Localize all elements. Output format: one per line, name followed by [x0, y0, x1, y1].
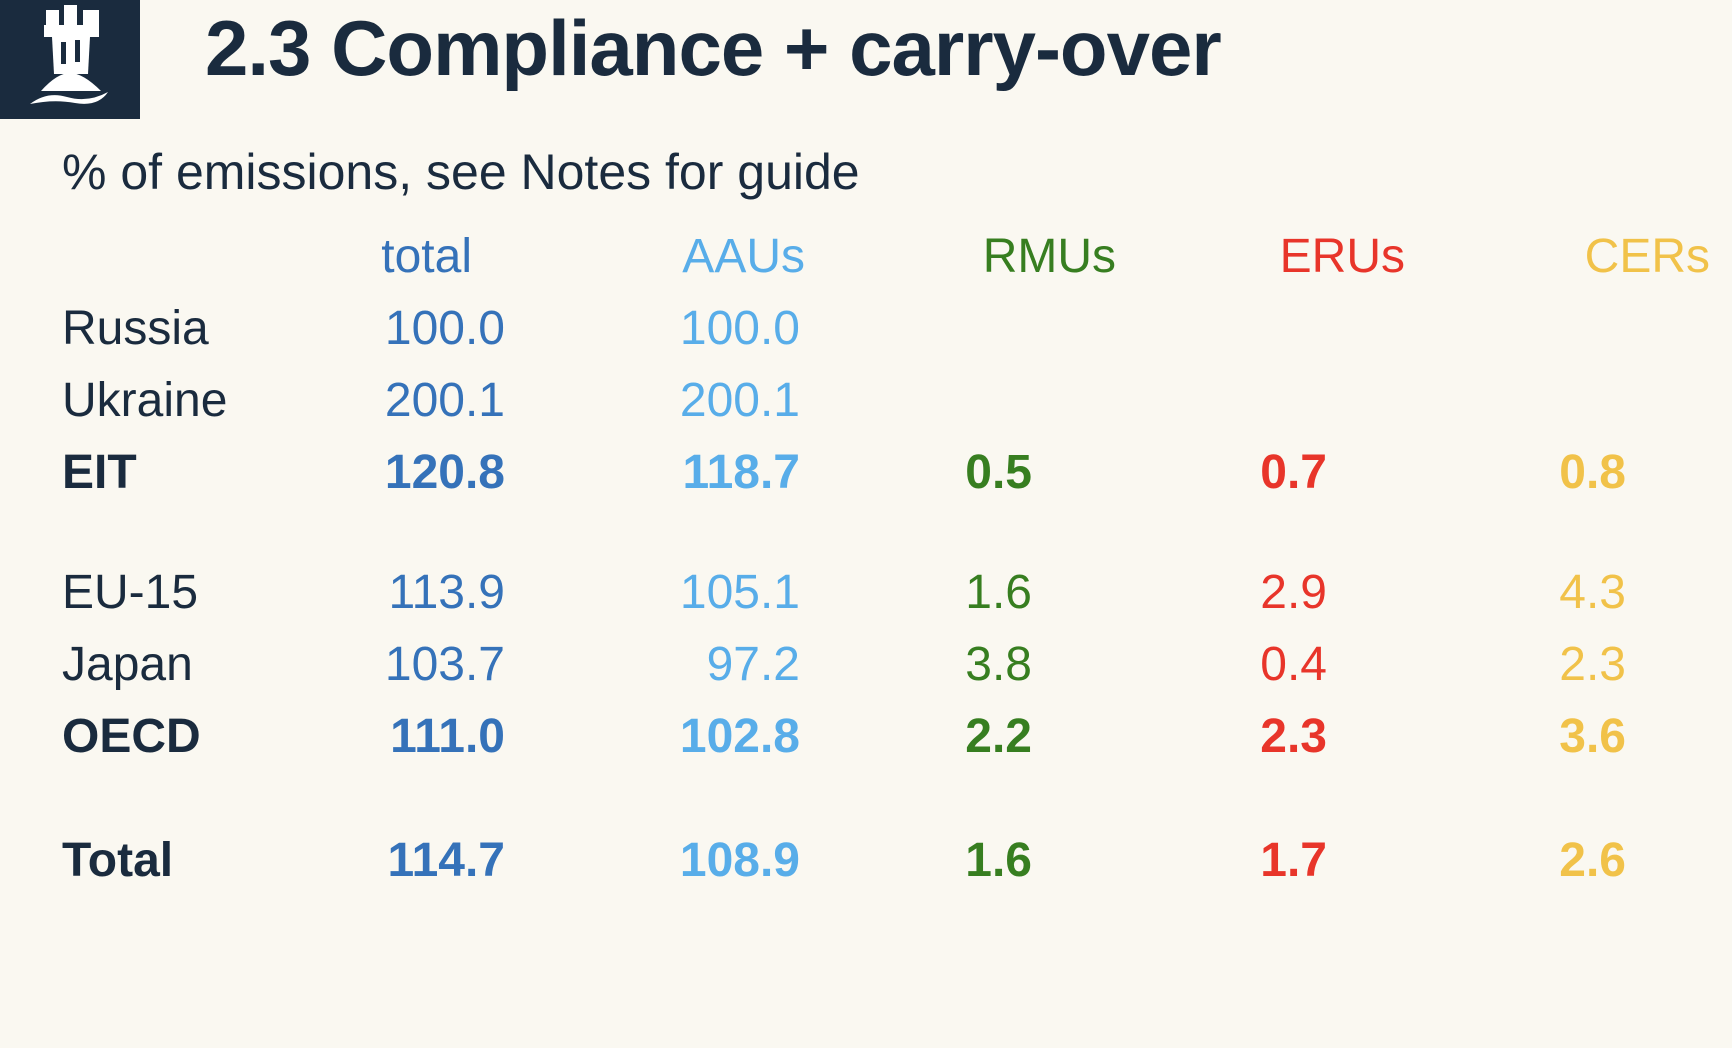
university-logo — [0, 0, 140, 119]
value-cell — [1405, 284, 1710, 356]
value-cell: 1.7 — [1260, 834, 1327, 887]
slide-title: 2.3 Compliance + carry-over — [205, 4, 1222, 92]
table-row-total: Total 114.7 108.9 1.6 1.7 2.6 — [0, 816, 1710, 888]
table-row-ukraine: Ukraine 200.1 200.1 — [0, 356, 1710, 428]
value-cell: 4.3 — [1559, 566, 1626, 619]
value-cell — [805, 356, 1116, 428]
value-cell: 114.7 — [387, 834, 505, 887]
value-cell: 200.1 — [679, 374, 800, 427]
row-label: Total — [62, 834, 174, 887]
value-cell: 118.7 — [682, 446, 800, 499]
value-cell: 120.8 — [384, 446, 505, 499]
castle-tower-icon — [30, 5, 108, 104]
table-row-japan: Japan 103.7 97.2 3.8 0.4 2.3 — [0, 620, 1710, 692]
row-spacer — [0, 764, 1710, 816]
column-header-cers: CERs — [1584, 230, 1710, 283]
row-label: Ukraine — [62, 374, 228, 427]
row-label: Russia — [62, 302, 209, 355]
table-row-russia: Russia 100.0 100.0 — [0, 284, 1710, 356]
value-cell — [1116, 284, 1405, 356]
value-cell: 108.9 — [679, 834, 800, 887]
row-spacer — [0, 500, 1710, 548]
value-cell — [1405, 356, 1710, 428]
value-cell: 105.1 — [679, 566, 800, 619]
value-cell: 2.6 — [1559, 834, 1626, 887]
value-cell: 0.4 — [1260, 638, 1327, 691]
table-row-eit: EIT 120.8 118.7 0.5 0.7 0.8 — [0, 428, 1710, 500]
value-cell: 3.6 — [1559, 710, 1626, 763]
column-header-erus: ERUs — [1279, 230, 1405, 283]
header-row: total AAUs RMUs ERUs CERs — [0, 212, 1710, 284]
value-cell: 200.1 — [384, 374, 505, 427]
value-cell: 100.0 — [384, 302, 505, 355]
value-cell: 2.2 — [965, 710, 1032, 763]
value-cell: 0.5 — [965, 446, 1032, 499]
value-cell: 97.2 — [706, 638, 800, 691]
table-row-oecd: OECD 111.0 102.8 2.2 2.3 3.6 — [0, 692, 1710, 764]
value-cell: 2.3 — [1559, 638, 1626, 691]
table-row-eu15: EU-15 113.9 105.1 1.6 2.9 4.3 — [0, 548, 1710, 620]
row-label: EU-15 — [62, 566, 199, 619]
value-cell — [805, 284, 1116, 356]
column-header-total: total — [381, 230, 472, 283]
value-cell: 1.6 — [965, 834, 1032, 887]
value-cell: 111.0 — [390, 710, 505, 763]
slide-subtitle: % of emissions, see Notes for guide — [62, 144, 860, 200]
column-header-aaus: AAUs — [682, 230, 805, 283]
value-cell: 113.9 — [388, 566, 505, 619]
value-cell: 2.9 — [1260, 566, 1327, 619]
value-cell: 2.3 — [1260, 710, 1327, 763]
value-cell — [1116, 356, 1405, 428]
row-label: OECD — [62, 710, 201, 763]
value-cell: 3.8 — [965, 638, 1032, 691]
value-cell: 100.0 — [679, 302, 800, 355]
value-cell: 0.8 — [1559, 446, 1626, 499]
row-label: EIT — [62, 446, 137, 499]
value-cell: 0.7 — [1260, 446, 1327, 499]
row-label: Japan — [62, 638, 193, 691]
value-cell: 102.8 — [679, 710, 800, 763]
column-header-blank — [0, 212, 300, 284]
column-header-rmus: RMUs — [982, 230, 1116, 283]
compliance-table: total AAUs RMUs ERUs CERs Russia 100.0 1… — [0, 212, 1710, 888]
value-cell: 103.7 — [384, 638, 505, 691]
value-cell: 1.6 — [965, 566, 1032, 619]
